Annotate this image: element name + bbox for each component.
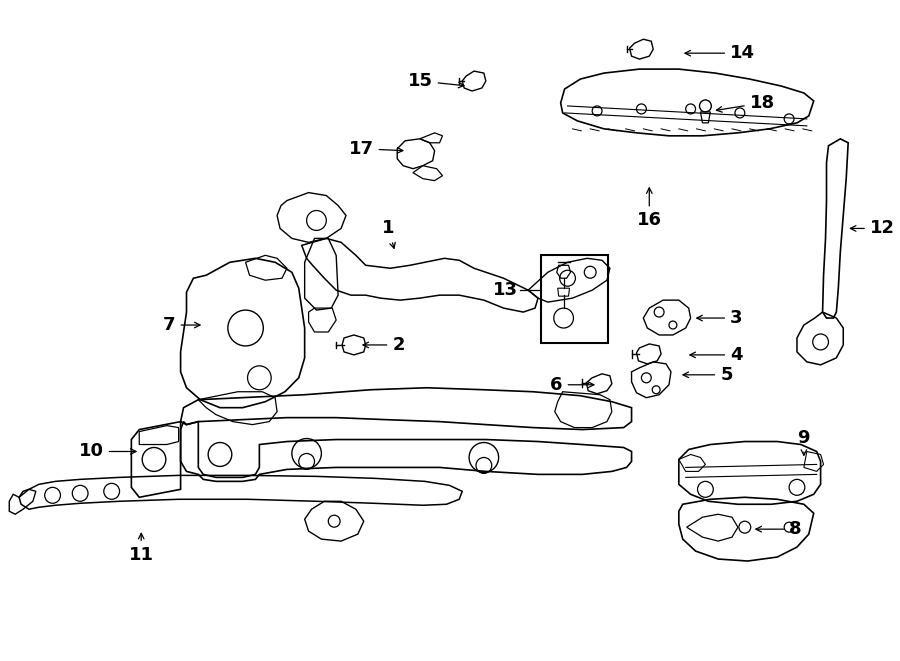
Text: 18: 18 bbox=[716, 94, 775, 112]
Text: 10: 10 bbox=[79, 442, 136, 461]
Text: 15: 15 bbox=[408, 72, 464, 90]
Text: 17: 17 bbox=[348, 139, 403, 158]
Text: 12: 12 bbox=[850, 219, 895, 237]
Text: 5: 5 bbox=[683, 366, 733, 384]
Text: 9: 9 bbox=[797, 428, 810, 455]
Text: 14: 14 bbox=[685, 44, 755, 62]
Text: 7: 7 bbox=[163, 316, 200, 334]
Text: 3: 3 bbox=[697, 309, 742, 327]
Text: 4: 4 bbox=[690, 346, 742, 364]
Text: 11: 11 bbox=[129, 533, 154, 564]
Text: 16: 16 bbox=[637, 188, 662, 229]
Text: 1: 1 bbox=[382, 219, 395, 249]
Text: 2: 2 bbox=[363, 336, 405, 354]
Text: 6: 6 bbox=[550, 375, 594, 394]
Text: 13: 13 bbox=[493, 281, 518, 299]
Text: 8: 8 bbox=[756, 520, 802, 538]
